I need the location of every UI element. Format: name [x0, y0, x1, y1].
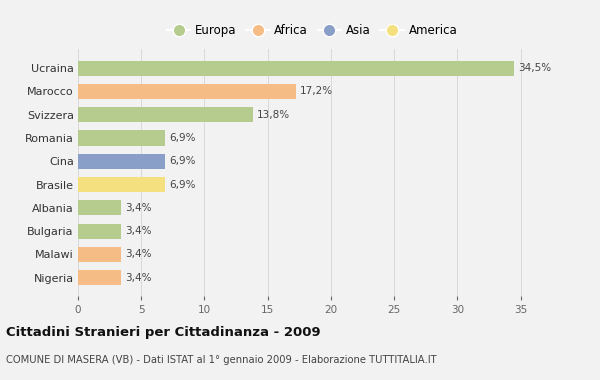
Bar [78, 223, 121, 239]
Text: 6,9%: 6,9% [169, 156, 196, 166]
Bar [78, 200, 121, 215]
Text: 3,4%: 3,4% [125, 272, 151, 283]
Bar [78, 84, 296, 99]
Text: 3,4%: 3,4% [125, 203, 151, 213]
Bar [78, 130, 165, 146]
Bar [78, 154, 165, 169]
Text: 3,4%: 3,4% [125, 249, 151, 259]
Bar [78, 270, 121, 285]
Legend: Europa, Africa, Asia, America: Europa, Africa, Asia, America [163, 21, 461, 41]
Text: 34,5%: 34,5% [518, 63, 551, 73]
Text: 13,8%: 13,8% [256, 110, 289, 120]
Text: 6,9%: 6,9% [169, 179, 196, 190]
Text: 17,2%: 17,2% [299, 87, 332, 97]
Text: 6,9%: 6,9% [169, 133, 196, 143]
Bar [78, 177, 165, 192]
Bar [78, 61, 514, 76]
Text: COMUNE DI MASERA (VB) - Dati ISTAT al 1° gennaio 2009 - Elaborazione TUTTITALIA.: COMUNE DI MASERA (VB) - Dati ISTAT al 1°… [6, 355, 437, 365]
Bar [78, 247, 121, 262]
Text: Cittadini Stranieri per Cittadinanza - 2009: Cittadini Stranieri per Cittadinanza - 2… [6, 326, 320, 339]
Bar [78, 107, 253, 122]
Text: 3,4%: 3,4% [125, 226, 151, 236]
